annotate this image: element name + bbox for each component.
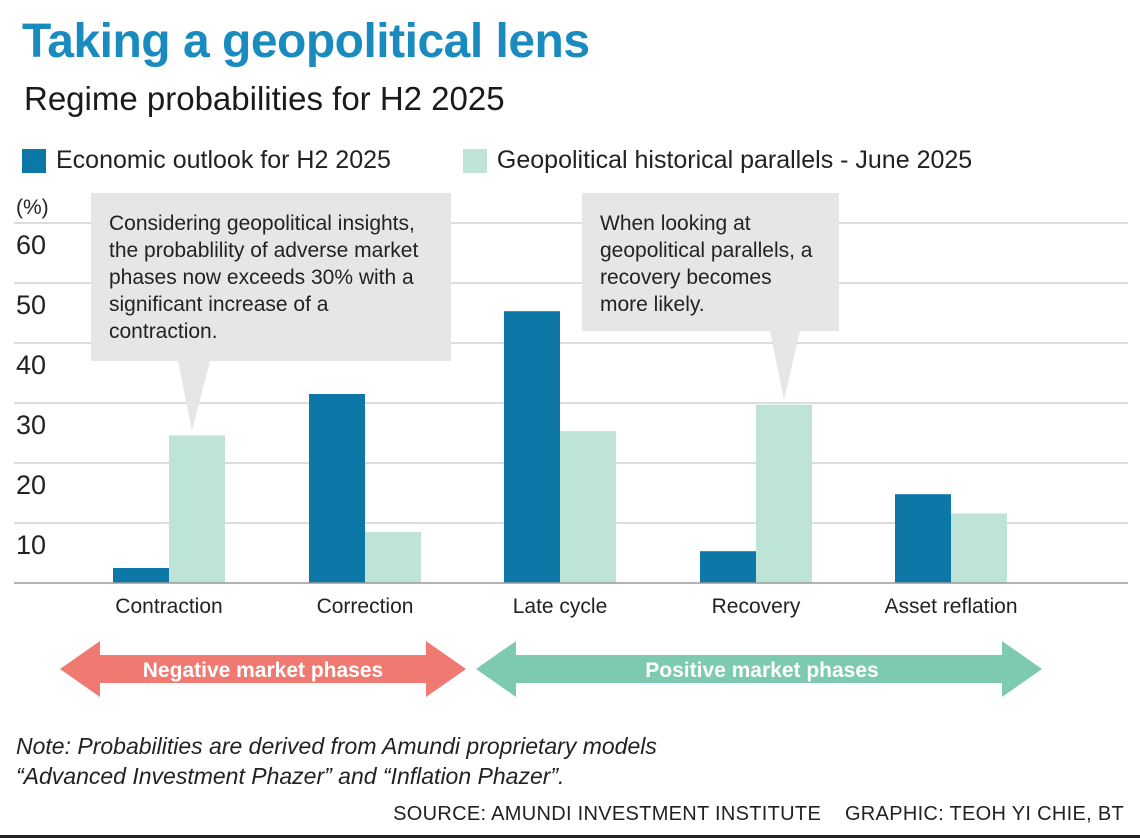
source-credit: SOURCE: AMUNDI INVESTMENT INSTITUTE [393, 803, 822, 825]
bar-correction-series-1 [309, 394, 365, 583]
y-tick-label-40: 40 [16, 350, 46, 380]
bar-chart: 10 20 30 40 50 60 (%) Contraction Correction Late… [14, 196, 1128, 697]
callout-contraction: Considering geopolitical insights, the p… [91, 193, 451, 361]
y-tick-label-30: 30 [16, 410, 46, 440]
bar-recovery-series-1 [700, 551, 756, 583]
negative-phases-label: Negative market phases [143, 659, 383, 682]
x-tick-label-asset-reflation: Asset reflation [884, 595, 1017, 618]
x-tick-label-contraction: Contraction [115, 595, 222, 618]
footnote-line-1: Note: Probabilities are derived from Amu… [16, 733, 657, 759]
bar-late-cycle-series-1 [504, 311, 560, 583]
callout-recovery-pointer [770, 331, 800, 400]
x-tick-label-late-cycle: Late cycle [513, 595, 608, 618]
legend-label-geopolitical: Geopolitical historical parallels - June… [496, 146, 973, 174]
y-tick-label-20: 20 [16, 470, 46, 500]
bar-recovery-series-2 [756, 404, 812, 583]
callout-contraction-text: Considering geopolitical insights, the p… [109, 212, 419, 343]
callout-recovery: When looking at geopolitical parallels, … [582, 193, 839, 331]
positive-phases-arrow [476, 641, 1042, 697]
y-tick-label-50: 50 [16, 290, 46, 320]
graphic-credit: GRAPHIC: TEOH YI CHIE, BT [844, 803, 1124, 825]
bar-asset-reflation-series-2 [951, 513, 1007, 583]
chart-subtitle: Regime probabilities for H2 2025 [24, 80, 505, 117]
x-tick-label-recovery: Recovery [712, 595, 801, 618]
bar-correction-series-2 [365, 532, 421, 583]
credits: SOURCE: AMUNDI INVESTMENT INSTITUTE GRAP… [393, 803, 1124, 826]
legend-swatch-geopolitical [462, 148, 487, 173]
callout-recovery-text: When looking at geopolitical parallels, … [600, 212, 813, 316]
x-tick-label-correction: Correction [317, 595, 414, 618]
y-tick-label-60: 60 [16, 230, 46, 260]
bar-contraction-series-1 [113, 568, 169, 583]
legend-label-economic: Economic outlook for H2 2025 [56, 146, 391, 174]
bar-late-cycle-series-2 [560, 431, 616, 583]
legend-swatch-economic [22, 148, 46, 173]
bar-contraction-series-2 [169, 435, 225, 583]
legend-item-economic: Economic outlook for H2 2025 [22, 146, 391, 175]
y-axis-label: (%) [16, 196, 49, 219]
negative-phases-arrow [60, 641, 466, 697]
bar-asset-reflation-series-1 [895, 494, 951, 583]
footnote-line-2: “Advanced Investment Phazer” and “Inflat… [16, 763, 565, 789]
legend-item-geopolitical: Geopolitical historical parallels - June… [462, 146, 973, 175]
footnote: Note: Probabilities are derived from Amu… [16, 731, 657, 791]
legend: Economic outlook for H2 2025 Geopolitica… [22, 146, 1044, 175]
callout-contraction-pointer [178, 361, 210, 431]
bottom-rule [0, 835, 1140, 838]
chart-title: Taking a geopolitical lens [22, 15, 590, 68]
positive-phases-label: Positive market phases [645, 659, 878, 682]
y-tick-label-10: 10 [16, 530, 46, 560]
